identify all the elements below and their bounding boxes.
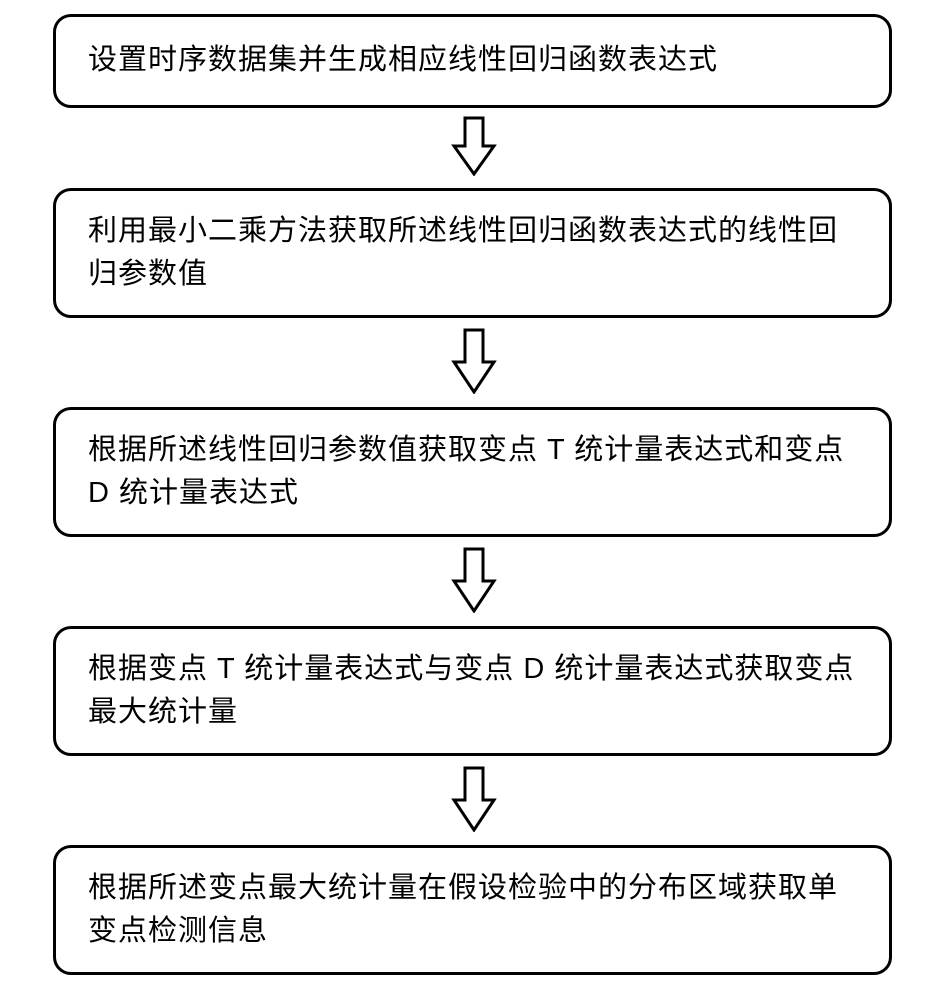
flow-step-2: 利用最小二乘方法获取所述线性回归函数表达式的线性回归参数值 — [53, 188, 892, 318]
flow-step-2-text: 利用最小二乘方法获取所述线性回归函数表达式的线性回归参数值 — [88, 210, 857, 297]
flow-step-1-text: 设置时序数据集并生成相应线性回归函数表达式 — [88, 39, 718, 83]
flow-arrow-1 — [450, 116, 498, 176]
flow-step-5-text: 根据所述变点最大统计量在假设检验中的分布区域获取单变点检测信息 — [88, 867, 857, 954]
flow-step-3: 根据所述线性回归参数值获取变点 T 统计量表达式和变点 D 统计量表达式 — [53, 407, 892, 537]
flow-step-3-text: 根据所述线性回归参数值获取变点 T 统计量表达式和变点 D 统计量表达式 — [88, 429, 857, 516]
flow-step-4-text: 根据变点 T 统计量表达式与变点 D 统计量表达式获取变点最大统计量 — [88, 648, 857, 735]
flow-arrow-3 — [450, 547, 498, 613]
flow-arrow-2 — [450, 328, 498, 394]
flow-step-1: 设置时序数据集并生成相应线性回归函数表达式 — [53, 14, 892, 108]
flow-step-4: 根据变点 T 统计量表达式与变点 D 统计量表达式获取变点最大统计量 — [53, 626, 892, 756]
flow-step-5: 根据所述变点最大统计量在假设检验中的分布区域获取单变点检测信息 — [53, 845, 892, 975]
flow-arrow-4 — [450, 766, 498, 832]
